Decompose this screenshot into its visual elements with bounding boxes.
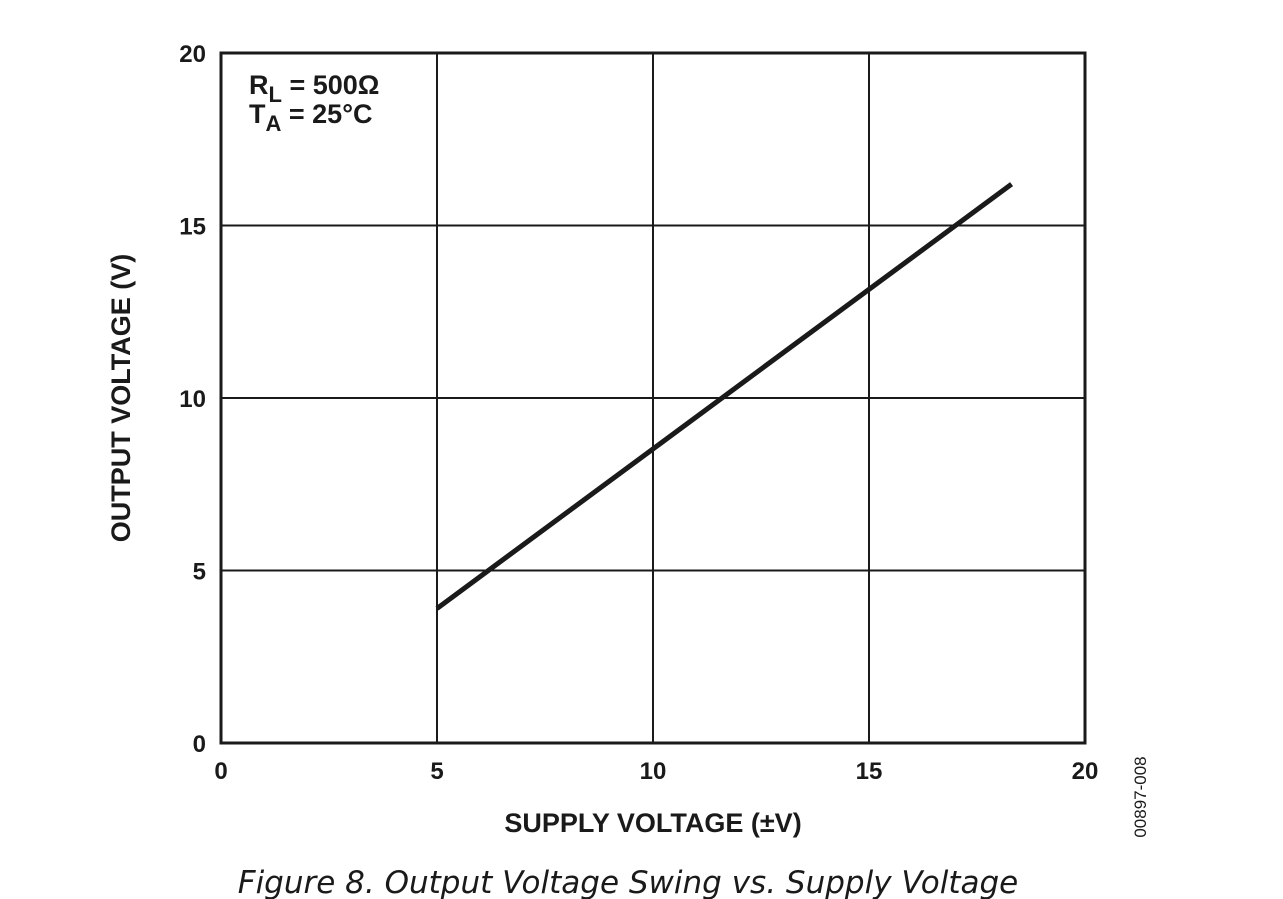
conditions-annotation: RL = 500Ω TA = 25°C — [249, 70, 379, 136]
y-tick-label-15: 15 — [179, 214, 206, 241]
x-tick-label-20: 20 — [1072, 758, 1099, 785]
series-line-0 — [435, 182, 1014, 611]
x-tick-label-5: 5 — [430, 758, 443, 785]
figure-caption: Figure 8. Output Voltage Swing vs. Suppl… — [238, 865, 1019, 899]
plot-frame — [219, 51, 1087, 745]
y-tick-label-0: 0 — [193, 731, 206, 758]
ambient-temperature-annotation: TA = 25°C — [249, 99, 373, 136]
x-tick-label-15: 15 — [856, 758, 883, 785]
y-tick-labels: 0 5 10 15 20 — [179, 41, 206, 758]
y-tick-label-5: 5 — [193, 559, 206, 586]
x-tick-label-0: 0 — [214, 758, 227, 785]
series-layer — [435, 182, 1014, 611]
y-axis-title: OUTPUT VOLTAGE (V) — [106, 254, 136, 542]
x-tick-label-10: 10 — [640, 758, 667, 785]
x-tick-labels: 0 5 10 15 20 — [214, 758, 1098, 785]
y-tick-label-20: 20 — [179, 41, 206, 68]
y-tick-label-10: 10 — [179, 386, 206, 413]
load-resistance-annotation: RL = 500Ω — [249, 70, 379, 107]
grid-lines — [221, 53, 1085, 743]
figure-code: 00897-008 — [1131, 756, 1150, 837]
x-axis-title: SUPPLY VOLTAGE (±V) — [504, 808, 801, 838]
